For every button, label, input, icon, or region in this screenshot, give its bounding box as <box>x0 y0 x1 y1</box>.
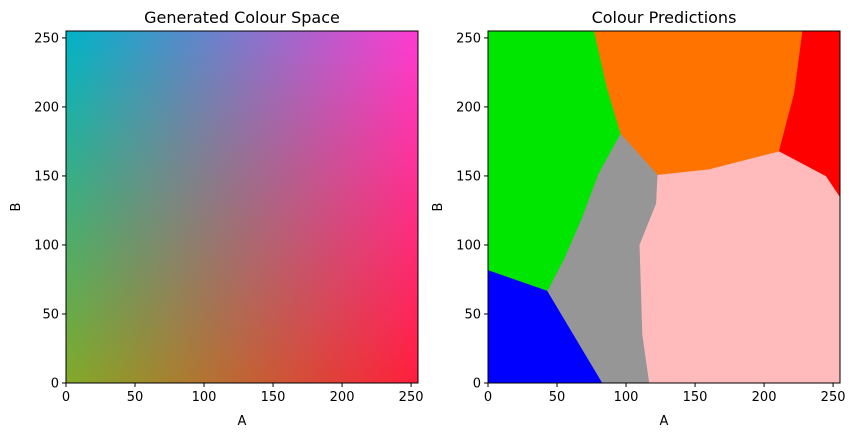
y-tick-label: 50 <box>42 307 59 322</box>
y-tick-label: 150 <box>456 169 481 184</box>
x-tick-label: 200 <box>752 390 777 405</box>
x-axis-label: A <box>660 414 669 429</box>
prediction-regions <box>488 31 840 383</box>
x-tick-label: 50 <box>549 390 566 405</box>
x-tick-label: 0 <box>62 390 70 405</box>
y-tick-label: 50 <box>464 307 481 322</box>
chart-colour-space: Generated Colour Space 0 50 100 150 200 250 0 5… <box>9 8 424 429</box>
x-tick-label: 250 <box>399 390 424 405</box>
colour-space-image <box>66 31 418 383</box>
y-tick-label: 200 <box>34 100 59 115</box>
x-tick-label: 150 <box>683 390 708 405</box>
x-tick-label: 150 <box>261 390 286 405</box>
axis-ticks: 0 50 100 150 200 250 0 50 100 150 200 250 <box>34 31 423 405</box>
x-tick-label: 100 <box>192 390 217 405</box>
x-tick-label: 250 <box>821 390 846 405</box>
plot-frame <box>487 30 841 384</box>
y-tick-label: 100 <box>456 238 481 253</box>
y-tick-label: 200 <box>456 100 481 115</box>
plot-frame <box>65 30 419 384</box>
x-axis-label: A <box>238 414 247 429</box>
y-axis-label: B <box>431 203 446 212</box>
y-tick-label: 100 <box>34 238 59 253</box>
x-tick-label: 100 <box>614 390 639 405</box>
chart-title: Generated Colour Space <box>144 8 340 27</box>
x-tick-label: 50 <box>127 390 144 405</box>
y-axis-label: B <box>9 203 24 212</box>
x-tick-label: 0 <box>484 390 492 405</box>
y-tick-label: 150 <box>34 169 59 184</box>
x-tick-label: 200 <box>330 390 355 405</box>
region-pink <box>639 150 840 383</box>
region-green <box>488 31 621 291</box>
chart-colour-predictions: Colour Predictions 0 50 100 150 200 250 0 50 100… <box>431 8 846 429</box>
chart-title: Colour Predictions <box>592 8 737 27</box>
y-tick-label: 0 <box>51 377 59 392</box>
axis-ticks: 0 50 100 150 200 250 0 50 100 150 200 250 <box>456 31 845 405</box>
colour-gradient-bottom <box>66 31 418 383</box>
y-tick-label: 250 <box>456 31 481 46</box>
y-tick-label: 250 <box>34 31 59 46</box>
y-tick-label: 0 <box>473 377 481 392</box>
region-red <box>778 31 840 198</box>
